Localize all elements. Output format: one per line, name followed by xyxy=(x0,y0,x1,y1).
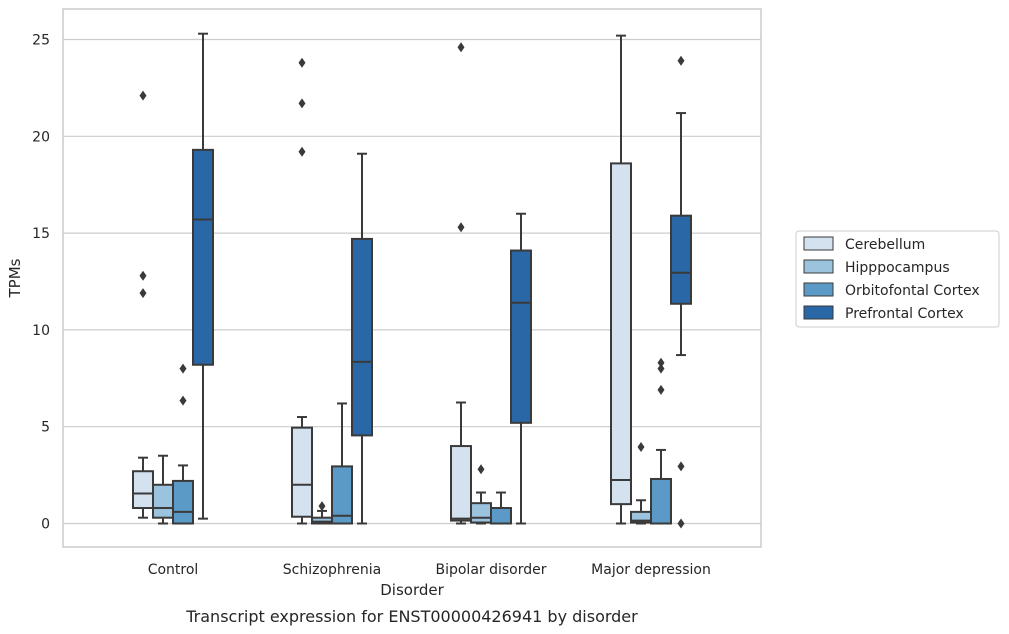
box-3-0 xyxy=(192,32,214,520)
plot-frame xyxy=(62,8,762,548)
plot-area xyxy=(63,9,761,547)
outlier-point xyxy=(677,55,685,66)
box-body xyxy=(650,477,672,525)
outlier-point xyxy=(657,363,665,374)
legend-swatch-1 xyxy=(803,259,834,274)
outlier-point xyxy=(318,501,326,512)
box-body xyxy=(450,445,472,522)
x-tick-label-3: Major depression xyxy=(591,562,711,578)
outlier-point xyxy=(139,288,147,299)
y-axis-label: TPMs xyxy=(6,258,24,298)
y-tick-label-25: 25 xyxy=(32,33,50,49)
box-3-3 xyxy=(670,55,692,529)
box-body xyxy=(172,479,194,525)
box-body xyxy=(291,426,313,518)
box-body xyxy=(192,148,214,366)
box-0-2 xyxy=(450,42,472,525)
y-tick-label-10: 10 xyxy=(32,323,50,339)
outlier-point xyxy=(139,270,147,281)
chart-title: Transcript expression for ENST0000042694… xyxy=(185,607,638,626)
outlier-point xyxy=(179,363,187,374)
box-body xyxy=(470,502,492,524)
outlier-point xyxy=(139,90,147,101)
box-0-3 xyxy=(610,34,632,525)
box-body xyxy=(351,237,373,437)
x-tick-label-2: Bipolar disorder xyxy=(435,562,546,578)
box-2-1 xyxy=(331,402,353,525)
box-body xyxy=(510,249,532,424)
legend-label-2: Orbitofontal Cortex xyxy=(845,283,980,299)
box-1-1 xyxy=(311,501,333,525)
box-0-0 xyxy=(132,90,154,519)
outlier-point xyxy=(298,146,306,157)
outlier-point xyxy=(637,442,645,453)
outlier-point xyxy=(677,461,685,472)
box-body xyxy=(331,465,353,525)
x-axis-label: Disorder xyxy=(380,581,444,599)
legend-swatch-2 xyxy=(803,282,834,297)
box-0-1 xyxy=(291,57,313,525)
legend-label-3: Prefrontal Cortex xyxy=(845,306,964,322)
outlier-point xyxy=(657,357,665,368)
box-body xyxy=(610,162,632,506)
outlier-point xyxy=(298,98,306,109)
outlier-point xyxy=(657,384,665,395)
box-body xyxy=(670,214,692,305)
outlier-point xyxy=(477,464,485,475)
box-plots xyxy=(132,32,692,529)
y-tick-labels: 0 5 10 15 20 25 xyxy=(32,33,50,533)
legend-frame xyxy=(795,230,1000,328)
y-tick-label-20: 20 xyxy=(32,129,50,145)
box-3-1 xyxy=(351,152,373,525)
x-tick-label-1: Schizophrenia xyxy=(283,562,381,578)
legend-swatch-0 xyxy=(803,236,834,251)
x-tick-labels: Control Schizophrenia Bipolar disorder Majo… xyxy=(148,562,711,578)
y-tick-label-15: 15 xyxy=(32,226,50,242)
outlier-point xyxy=(179,395,187,406)
box-body xyxy=(152,483,174,519)
box-2-0 xyxy=(172,363,194,525)
outlier-point xyxy=(677,518,685,529)
outlier-point xyxy=(298,57,306,68)
box-1-3 xyxy=(630,442,652,525)
outlier-point xyxy=(457,222,465,233)
x-tick-label-0: Control xyxy=(148,562,199,578)
box-body xyxy=(132,470,154,510)
box-body xyxy=(490,507,512,525)
box-3-2 xyxy=(510,212,532,525)
legend-label-1: Hipppocampus xyxy=(845,260,950,276)
outlier-point xyxy=(457,42,465,53)
y-tick-label-0: 0 xyxy=(41,517,50,533)
box-2-3 xyxy=(650,357,672,525)
y-tick-label-5: 5 xyxy=(41,420,50,436)
legend-label-0: Cerebellum xyxy=(845,237,925,253)
legend: Cerebellum Hipppocampus Orbitofontal Corte… xyxy=(795,230,1000,328)
legend-swatch-3 xyxy=(803,305,834,320)
box-2-2 xyxy=(490,491,512,525)
